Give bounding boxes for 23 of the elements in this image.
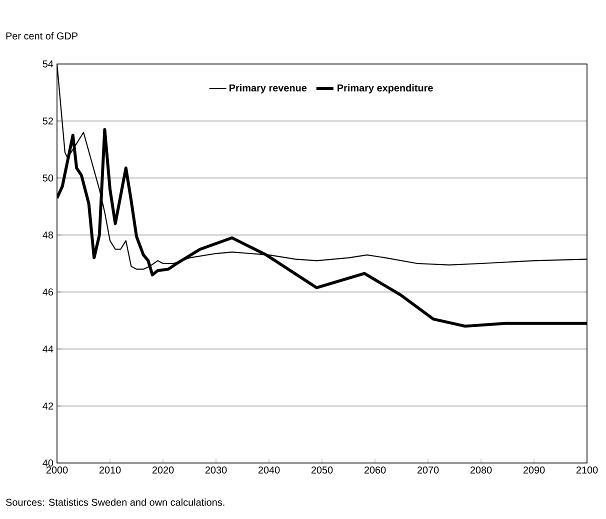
legend-label: Primary expenditure — [338, 84, 433, 94]
source-note: Sources: Statistics Sweden and own calculations. — [6, 498, 224, 506]
x-tick-label: 2020 — [152, 466, 174, 474]
legend-label: Primary revenue — [230, 84, 307, 94]
y-tick-label: 48 — [42, 231, 54, 239]
x-tick-label: 2000 — [46, 466, 68, 474]
y-tick-label: 46 — [42, 288, 54, 296]
x-tick-label: 2090 — [523, 466, 545, 474]
x-tick-label: 2040 — [258, 466, 280, 474]
y-tick-label: 42 — [42, 402, 53, 410]
x-tick-label: 2010 — [99, 466, 121, 474]
x-tick-label: 2050 — [311, 466, 333, 474]
y-tick-label: 50 — [42, 174, 54, 182]
y-axis-title: Per cent of GDP — [6, 32, 78, 40]
y-tick-label: 44 — [42, 346, 54, 352]
y-tick-label: 54 — [42, 60, 54, 68]
x-tick-label: 2030 — [205, 466, 227, 474]
x-tick-label: 2100 — [576, 466, 598, 474]
y-tick-label: 40 — [42, 459, 54, 467]
x-tick-label: 2070 — [417, 466, 439, 474]
x-tick-label: 2060 — [364, 466, 386, 474]
x-tick-label: 2080 — [470, 466, 492, 474]
y-tick-label: 52 — [42, 117, 53, 125]
